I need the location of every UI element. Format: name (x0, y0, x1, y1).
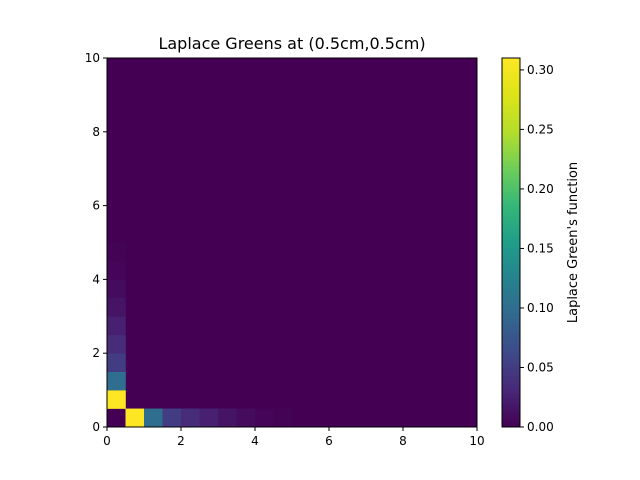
heatmap-cell (107, 260, 126, 280)
x-tick-label: 6 (325, 434, 333, 448)
colorbar-ticks: 0.00 0.05 0.10 0.15 0.20 0.25 0.30 (520, 63, 554, 434)
y-tick-label: 6 (92, 199, 100, 213)
colorbar-tick-label: 0.05 (527, 360, 554, 374)
x-tick-label: 2 (177, 434, 185, 448)
heatmap-cell (125, 408, 145, 428)
x-axis-ticks: 0 2 4 6 8 10 (103, 427, 485, 448)
heatmap-cell (218, 408, 237, 428)
colorbar-tick-label: 0.00 (527, 420, 554, 434)
colorbar-tick-label: 0.10 (527, 301, 554, 315)
heatmap-cell (255, 408, 274, 428)
heatmap-cell (107, 334, 126, 354)
heatmap-cell (107, 408, 126, 428)
heatmap-cell (107, 297, 126, 317)
colorbar-tick-label: 0.25 (527, 122, 554, 136)
colorbar-frame (501, 57, 521, 428)
heatmap-cell (107, 316, 126, 336)
x-tick-label: 8 (399, 434, 407, 448)
heatmap-cell (273, 408, 293, 428)
heatmap-cells (107, 242, 293, 428)
y-tick-label: 4 (92, 272, 100, 286)
heatmap-cell (162, 408, 182, 428)
heatmap-cell (181, 408, 200, 428)
colorbar-tick-label: 0.15 (527, 241, 554, 255)
x-tick-label: 10 (469, 434, 484, 448)
plot-area: 0 2 4 6 8 10 0 2 4 6 8 10 (85, 51, 485, 448)
y-tick-label: 0 (92, 420, 100, 434)
colorbar-tick-label: 0.30 (527, 63, 554, 77)
colorbar-label: Laplace Green's function (566, 162, 581, 323)
plot-frame (106, 57, 478, 428)
colorbar-tick-label: 0.20 (527, 182, 554, 196)
heatmap-cell (107, 353, 126, 372)
y-tick-label: 8 (92, 125, 100, 139)
heatmap-cell (107, 371, 126, 391)
heatmap-cell (236, 408, 256, 428)
x-tick-label: 4 (251, 434, 259, 448)
y-tick-label: 10 (85, 51, 100, 65)
y-axis-ticks: 0 2 4 6 8 10 (85, 51, 107, 434)
x-tick-label: 0 (103, 434, 111, 448)
heatmap-cell (107, 279, 126, 299)
colorbar: 0.00 0.05 0.10 0.15 0.20 0.25 0.30 Laplace Gre… (501, 57, 581, 434)
plot-background (107, 58, 477, 427)
heatmap-cell (107, 242, 126, 262)
chart-title: Laplace Greens at (0.5cm,0.5cm) (158, 34, 425, 53)
colorbar-gradient (502, 58, 520, 427)
heatmap-cell (107, 390, 126, 409)
heatmap-cell (199, 408, 219, 428)
y-tick-label: 2 (92, 346, 100, 360)
heatmap-cell (144, 408, 163, 428)
